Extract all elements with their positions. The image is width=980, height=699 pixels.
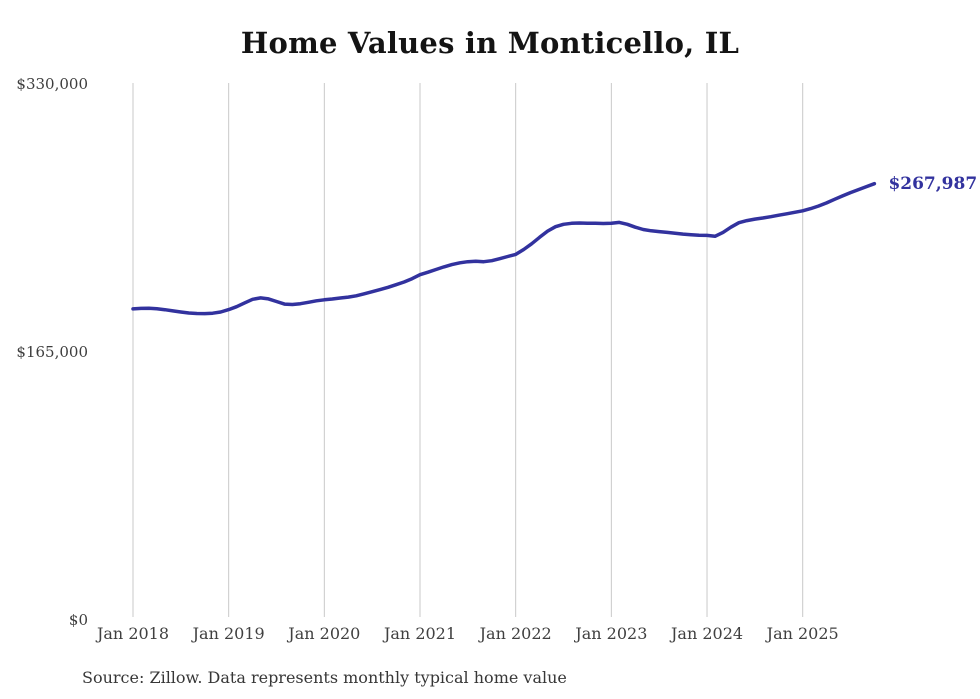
x-tick-label: Jan 2025 [766,624,839,643]
latest-value-label: $267,987 [888,173,978,194]
home-value-line [131,181,877,316]
x-tick-label: Jan 2020 [288,624,361,643]
y-tick-label: $0 [68,611,88,629]
x-tick-label: Jan 2019 [192,624,265,643]
source-note: Source: Zillow. Data represents monthly … [82,668,567,687]
x-tick-label: Jan 2023 [575,624,648,643]
x-tick-label: Jan 2022 [479,624,552,643]
x-tick-label: Jan 2024 [670,624,744,643]
chart-title: Home Values in Monticello, IL [240,26,740,60]
x-tick-label: Jan 2018 [96,624,170,643]
y-tick-label: $330,000 [16,75,88,93]
y-tick-label: $165,000 [16,343,88,361]
x-tick-label: Jan 2021 [383,624,457,643]
